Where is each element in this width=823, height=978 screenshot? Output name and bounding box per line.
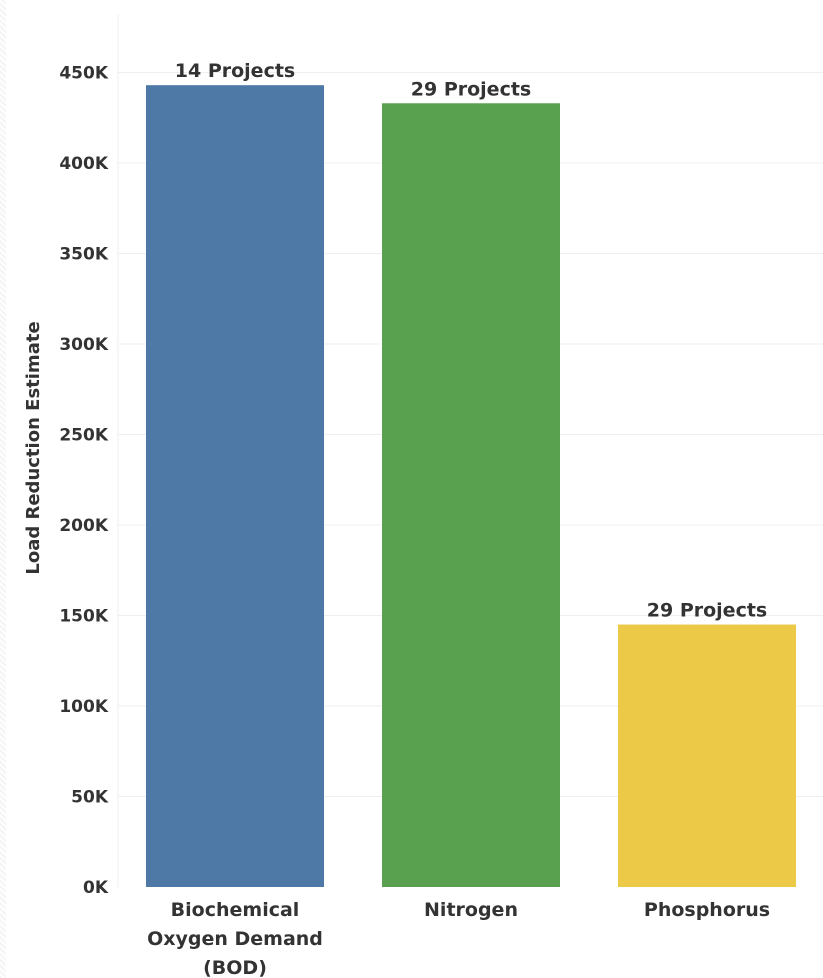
bar-data-label: 14 Projects <box>175 60 295 82</box>
x-axis-categories: Biochemical Oxygen Demand (BOD) Nitrogen Pho… <box>147 899 770 978</box>
bar <box>382 103 560 887</box>
y-tick-label: 450K <box>59 64 108 84</box>
bar-data-label: 29 Projects <box>411 78 531 100</box>
y-axis-title: Load Reduction Estimate <box>23 321 44 574</box>
x-category-label: Oxygen Demand <box>147 928 323 950</box>
bar <box>146 85 324 888</box>
data-labels: 14 Projects 29 Projects 29 Projects <box>175 60 767 621</box>
x-category-label: Nitrogen <box>424 899 518 921</box>
y-tick-label: 50K <box>71 788 109 808</box>
y-tick-label: 350K <box>59 245 108 265</box>
y-tick-label: 300K <box>59 335 108 355</box>
bars <box>146 85 796 888</box>
bar-data-label: 29 Projects <box>647 600 767 622</box>
page-edge-decoration <box>0 0 6 978</box>
y-tick-label: 250K <box>59 426 108 446</box>
y-tick-label: 150K <box>59 607 108 627</box>
y-tick-label: 400K <box>59 154 108 174</box>
y-tick-label: 100K <box>59 697 108 717</box>
y-axis-ticks: 0K 50K 100K 150K 200K 250K 300K 350K 400K 450K <box>59 64 108 899</box>
x-category-label: Biochemical <box>171 899 300 921</box>
y-tick-label: 0K <box>83 878 109 898</box>
x-category-label: (BOD) <box>203 957 267 978</box>
bar <box>618 624 796 887</box>
y-tick-label: 200K <box>59 516 108 536</box>
x-category-label: Phosphorus <box>644 899 770 921</box>
